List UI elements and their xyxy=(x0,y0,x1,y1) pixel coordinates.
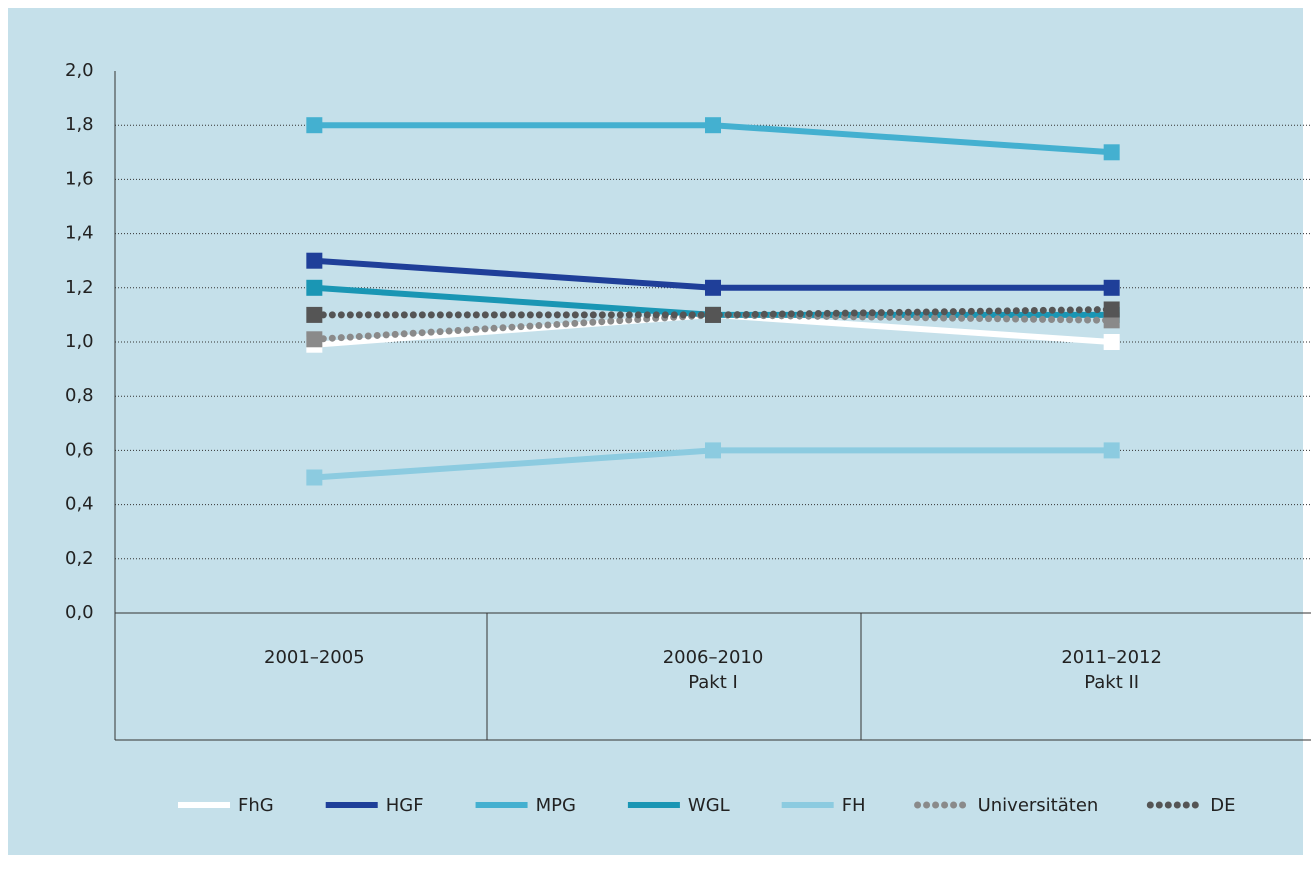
data-point xyxy=(306,331,323,348)
y-tick-label: 0,8 xyxy=(65,385,94,406)
legend-label: FhG xyxy=(238,795,274,816)
data-point xyxy=(705,117,721,134)
chart-background xyxy=(8,8,1303,855)
data-point xyxy=(306,252,323,269)
data-point xyxy=(1103,442,1120,459)
data-point xyxy=(306,469,323,486)
y-tick-label: 1,6 xyxy=(65,168,94,189)
data-point xyxy=(1103,144,1120,161)
y-tick-label: 0,2 xyxy=(65,548,94,569)
data-point xyxy=(1103,334,1120,350)
data-point xyxy=(306,279,323,296)
legend-label: DE xyxy=(1210,795,1235,816)
x-tick-label: 2011–2012 xyxy=(1061,647,1162,668)
legend-label: MPG xyxy=(536,795,576,816)
y-tick-label: 0,6 xyxy=(65,439,94,460)
data-point xyxy=(705,442,721,459)
legend-label: FH xyxy=(842,795,866,816)
y-tick-label: 1,4 xyxy=(65,223,94,244)
x-tick-label: Pakt I xyxy=(688,672,738,693)
x-tick-label: Pakt II xyxy=(1084,672,1139,693)
y-tick-label: 0,4 xyxy=(65,494,94,515)
y-tick-label: 1,2 xyxy=(65,277,94,298)
y-tick-label: 2,0 xyxy=(65,60,94,81)
data-point xyxy=(705,306,721,323)
y-tick-label: 0,0 xyxy=(65,602,94,623)
data-point xyxy=(1103,279,1120,296)
y-tick-label: 1,0 xyxy=(65,331,94,352)
data-point xyxy=(306,117,323,134)
legend-label: HGF xyxy=(386,795,424,816)
legend-label: Universitäten xyxy=(978,795,1099,816)
y-tick-label: 1,8 xyxy=(65,114,94,135)
legend-label: WGL xyxy=(688,795,730,816)
data-point xyxy=(1103,301,1120,318)
x-tick-label: 2001–2005 xyxy=(264,647,365,668)
data-point xyxy=(705,279,721,296)
x-tick-label: 2006–2010 xyxy=(663,647,764,668)
data-point xyxy=(306,306,323,323)
